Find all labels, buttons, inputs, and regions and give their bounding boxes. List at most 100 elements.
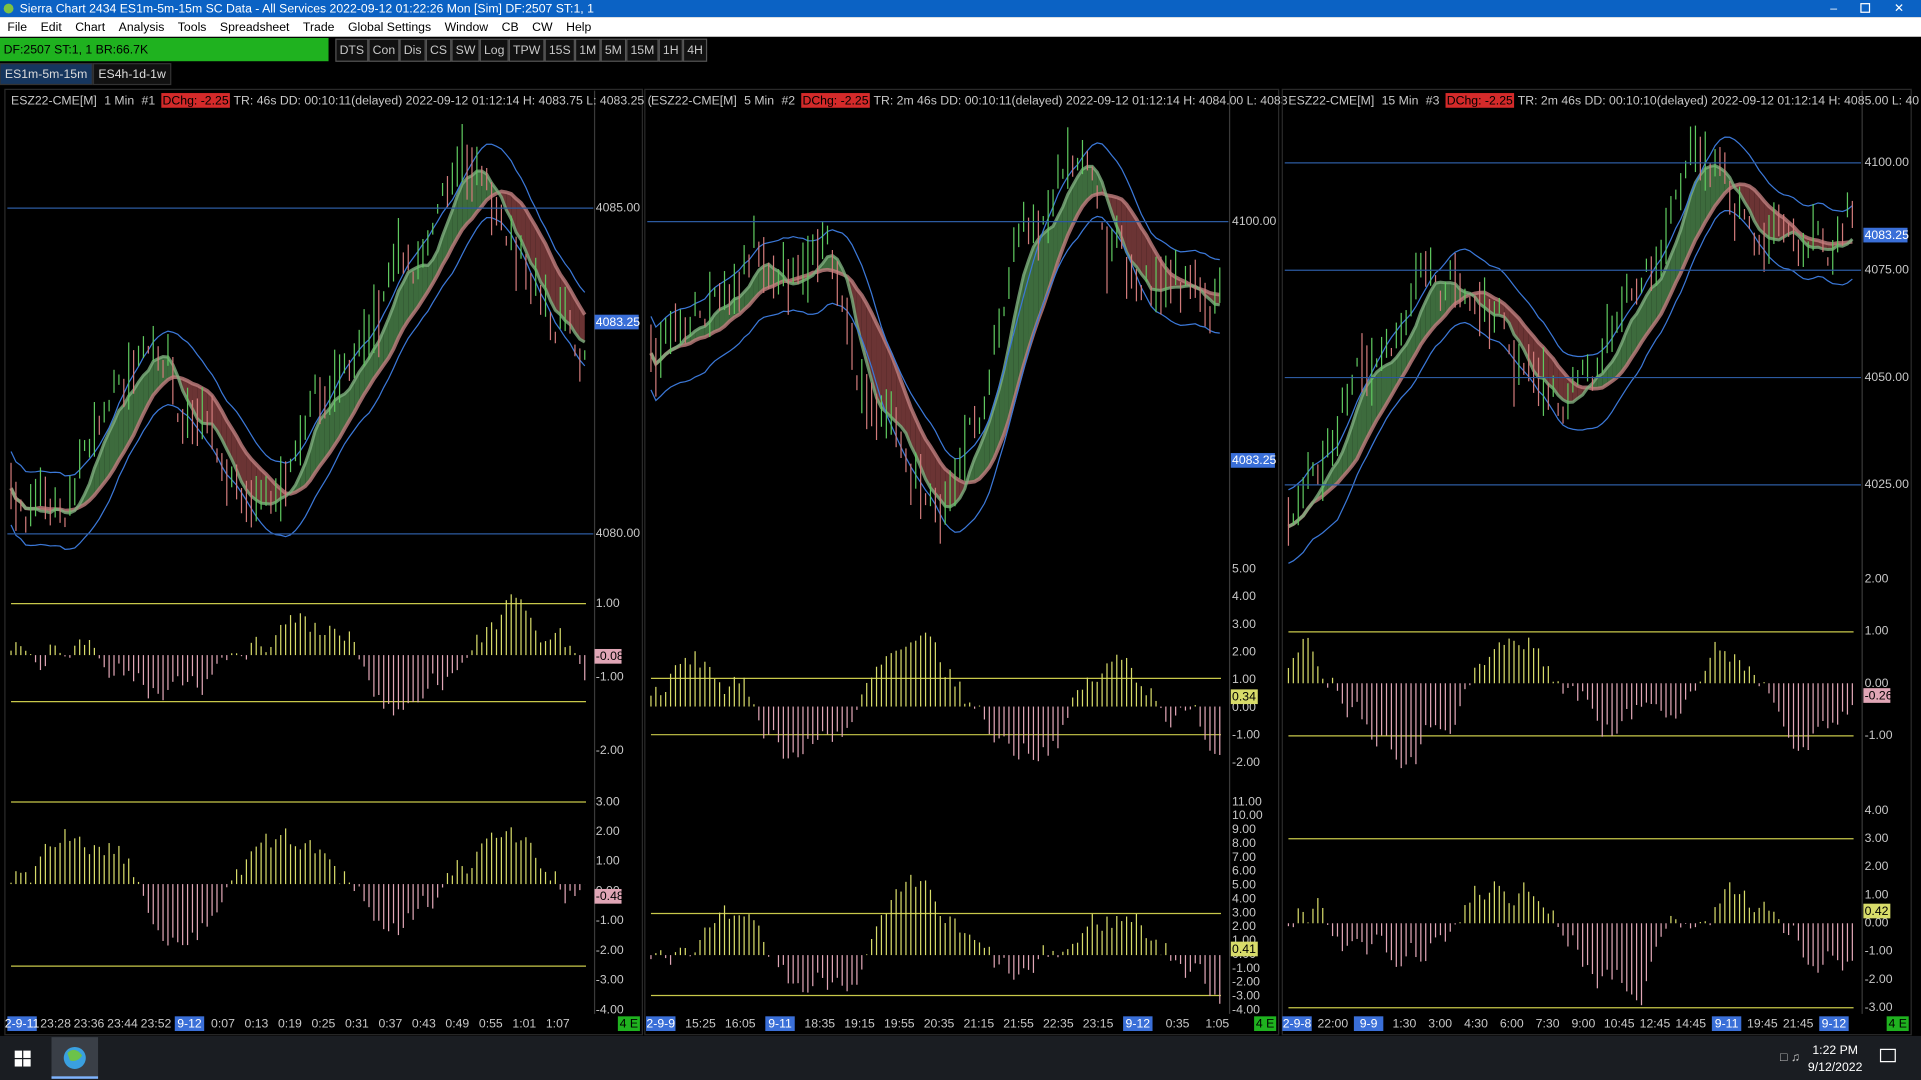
time-label: 1:05 [1205, 1017, 1229, 1031]
maximize-button[interactable] [1860, 3, 1871, 13]
ma-band [555, 265, 561, 315]
menu-item[interactable]: File [7, 20, 27, 34]
chart-info: TR: 2m 46s DD: 00:10:10(delayed) 2022-09… [1518, 93, 1920, 107]
time-label: 22:00 [1317, 1017, 1348, 1031]
close-button[interactable]: ✕ [1894, 1, 1904, 15]
ma-slow [9, 189, 587, 513]
ma-band [550, 254, 556, 311]
osc2-label: -3.00 [596, 973, 624, 987]
taskbar [0, 1035, 1921, 1080]
osc2-label: -2.00 [596, 943, 624, 957]
date-box [765, 1016, 795, 1032]
toolbar-button[interactable] [451, 38, 480, 62]
chart-panel: ESZ22-CME[M] 1 Min #1 DChg: -2.25 TR: 46s DD… [4, 88, 652, 1036]
ma-band [148, 361, 154, 405]
ma-band [1033, 239, 1039, 334]
dchg-label: DChg: -2.25 [163, 93, 229, 107]
toolbar-button[interactable] [399, 38, 426, 62]
menu-item[interactable]: Help [566, 20, 591, 34]
time-label: 9-11 [768, 1017, 792, 1031]
toolbar-button[interactable] [368, 38, 400, 62]
time-label: 10:45 [1604, 1017, 1635, 1031]
menu-item[interactable]: Spreadsheet [220, 20, 290, 34]
toolbar-button[interactable] [508, 38, 545, 62]
ma-band [1715, 165, 1720, 206]
tray-icons[interactable]: □ ♫ [1780, 1050, 1800, 1064]
time-label: 9-12 [1822, 1017, 1847, 1031]
osc2-label: 7.00 [1232, 850, 1256, 864]
toolbar-button[interactable] [658, 38, 683, 62]
ma-band [886, 343, 892, 418]
ma-band [1435, 282, 1441, 326]
corner-label: 4 E [620, 1017, 638, 1031]
time-label: 0:49 [445, 1017, 469, 1031]
ma-band [940, 462, 946, 507]
chart-id: #2 [781, 93, 795, 107]
ma-band [104, 431, 110, 483]
menu-item[interactable]: CB [502, 20, 519, 34]
osc2-current: 0.41 [1232, 942, 1256, 956]
time-label: 0:55 [479, 1017, 503, 1031]
envelope-lower [10, 217, 586, 550]
menu-item[interactable]: CW [532, 20, 553, 34]
time-label: 0:19 [278, 1017, 302, 1031]
start-button[interactable] [14, 1050, 31, 1067]
ma-band [1371, 372, 1377, 430]
toolbar-button[interactable] [544, 38, 575, 62]
ma-band [1067, 185, 1073, 236]
chart-id: #3 [1426, 93, 1440, 107]
ma-band [719, 307, 725, 330]
ma-band [565, 281, 571, 325]
time-label: 7:30 [1536, 1017, 1560, 1031]
corner-box [617, 1016, 640, 1032]
time-label: 0:13 [245, 1017, 269, 1031]
tab[interactable] [0, 63, 93, 86]
minimize-button[interactable]: – [1830, 1, 1837, 15]
osc2-label: -2.00 [1865, 972, 1893, 986]
time-label: 3:00 [1428, 1017, 1452, 1031]
toolbar-button[interactable] [335, 38, 369, 62]
ma-band [535, 226, 541, 283]
ma-band [163, 356, 168, 385]
menu-item[interactable]: Trade [303, 20, 335, 34]
time-label: 21:15 [963, 1017, 994, 1031]
ma-band [123, 395, 129, 453]
corner-label: 4 E [1256, 1017, 1274, 1031]
tab[interactable] [92, 63, 172, 86]
price-label: 4100.00 [1865, 155, 1909, 169]
menu-item[interactable]: Window [445, 20, 489, 34]
time-label: 9-12 [177, 1017, 202, 1031]
menu-item[interactable]: Edit [41, 20, 63, 34]
osc2-label: 9.00 [1232, 822, 1256, 836]
menu-item[interactable]: Chart [75, 20, 106, 34]
toolbar-button[interactable] [626, 38, 659, 62]
toolbar-button[interactable] [479, 38, 509, 62]
toolbar-label: 4H [687, 43, 703, 57]
ma-band [768, 264, 774, 288]
menu-item[interactable]: Global Settings [348, 20, 431, 34]
ma-band [560, 274, 566, 321]
envelope-upper [10, 143, 586, 477]
ma-band [319, 413, 325, 466]
toolbar-button[interactable] [425, 38, 452, 62]
ma-band [994, 389, 1000, 459]
toolbar-button[interactable] [682, 38, 708, 62]
menu-item[interactable]: Tools [178, 20, 207, 34]
time-label: 1:01 [512, 1017, 536, 1031]
ma-band [373, 341, 379, 379]
date-box [174, 1016, 205, 1032]
ma-band [525, 209, 531, 264]
osc1-label: 1.00 [596, 596, 620, 610]
toolbar-button[interactable] [600, 38, 627, 62]
osc2-label: 6.00 [1232, 864, 1256, 878]
menu-item[interactable]: Analysis [119, 20, 165, 34]
ma-band [138, 375, 144, 425]
active-indicator [51, 1076, 99, 1079]
time-label: 2-9-9 [646, 1017, 675, 1031]
ma-band [1754, 189, 1760, 230]
time-label: 16:05 [725, 1017, 756, 1031]
toolbar-button[interactable] [574, 38, 601, 62]
notifications[interactable] [1879, 1048, 1896, 1063]
ma-band [344, 389, 350, 429]
